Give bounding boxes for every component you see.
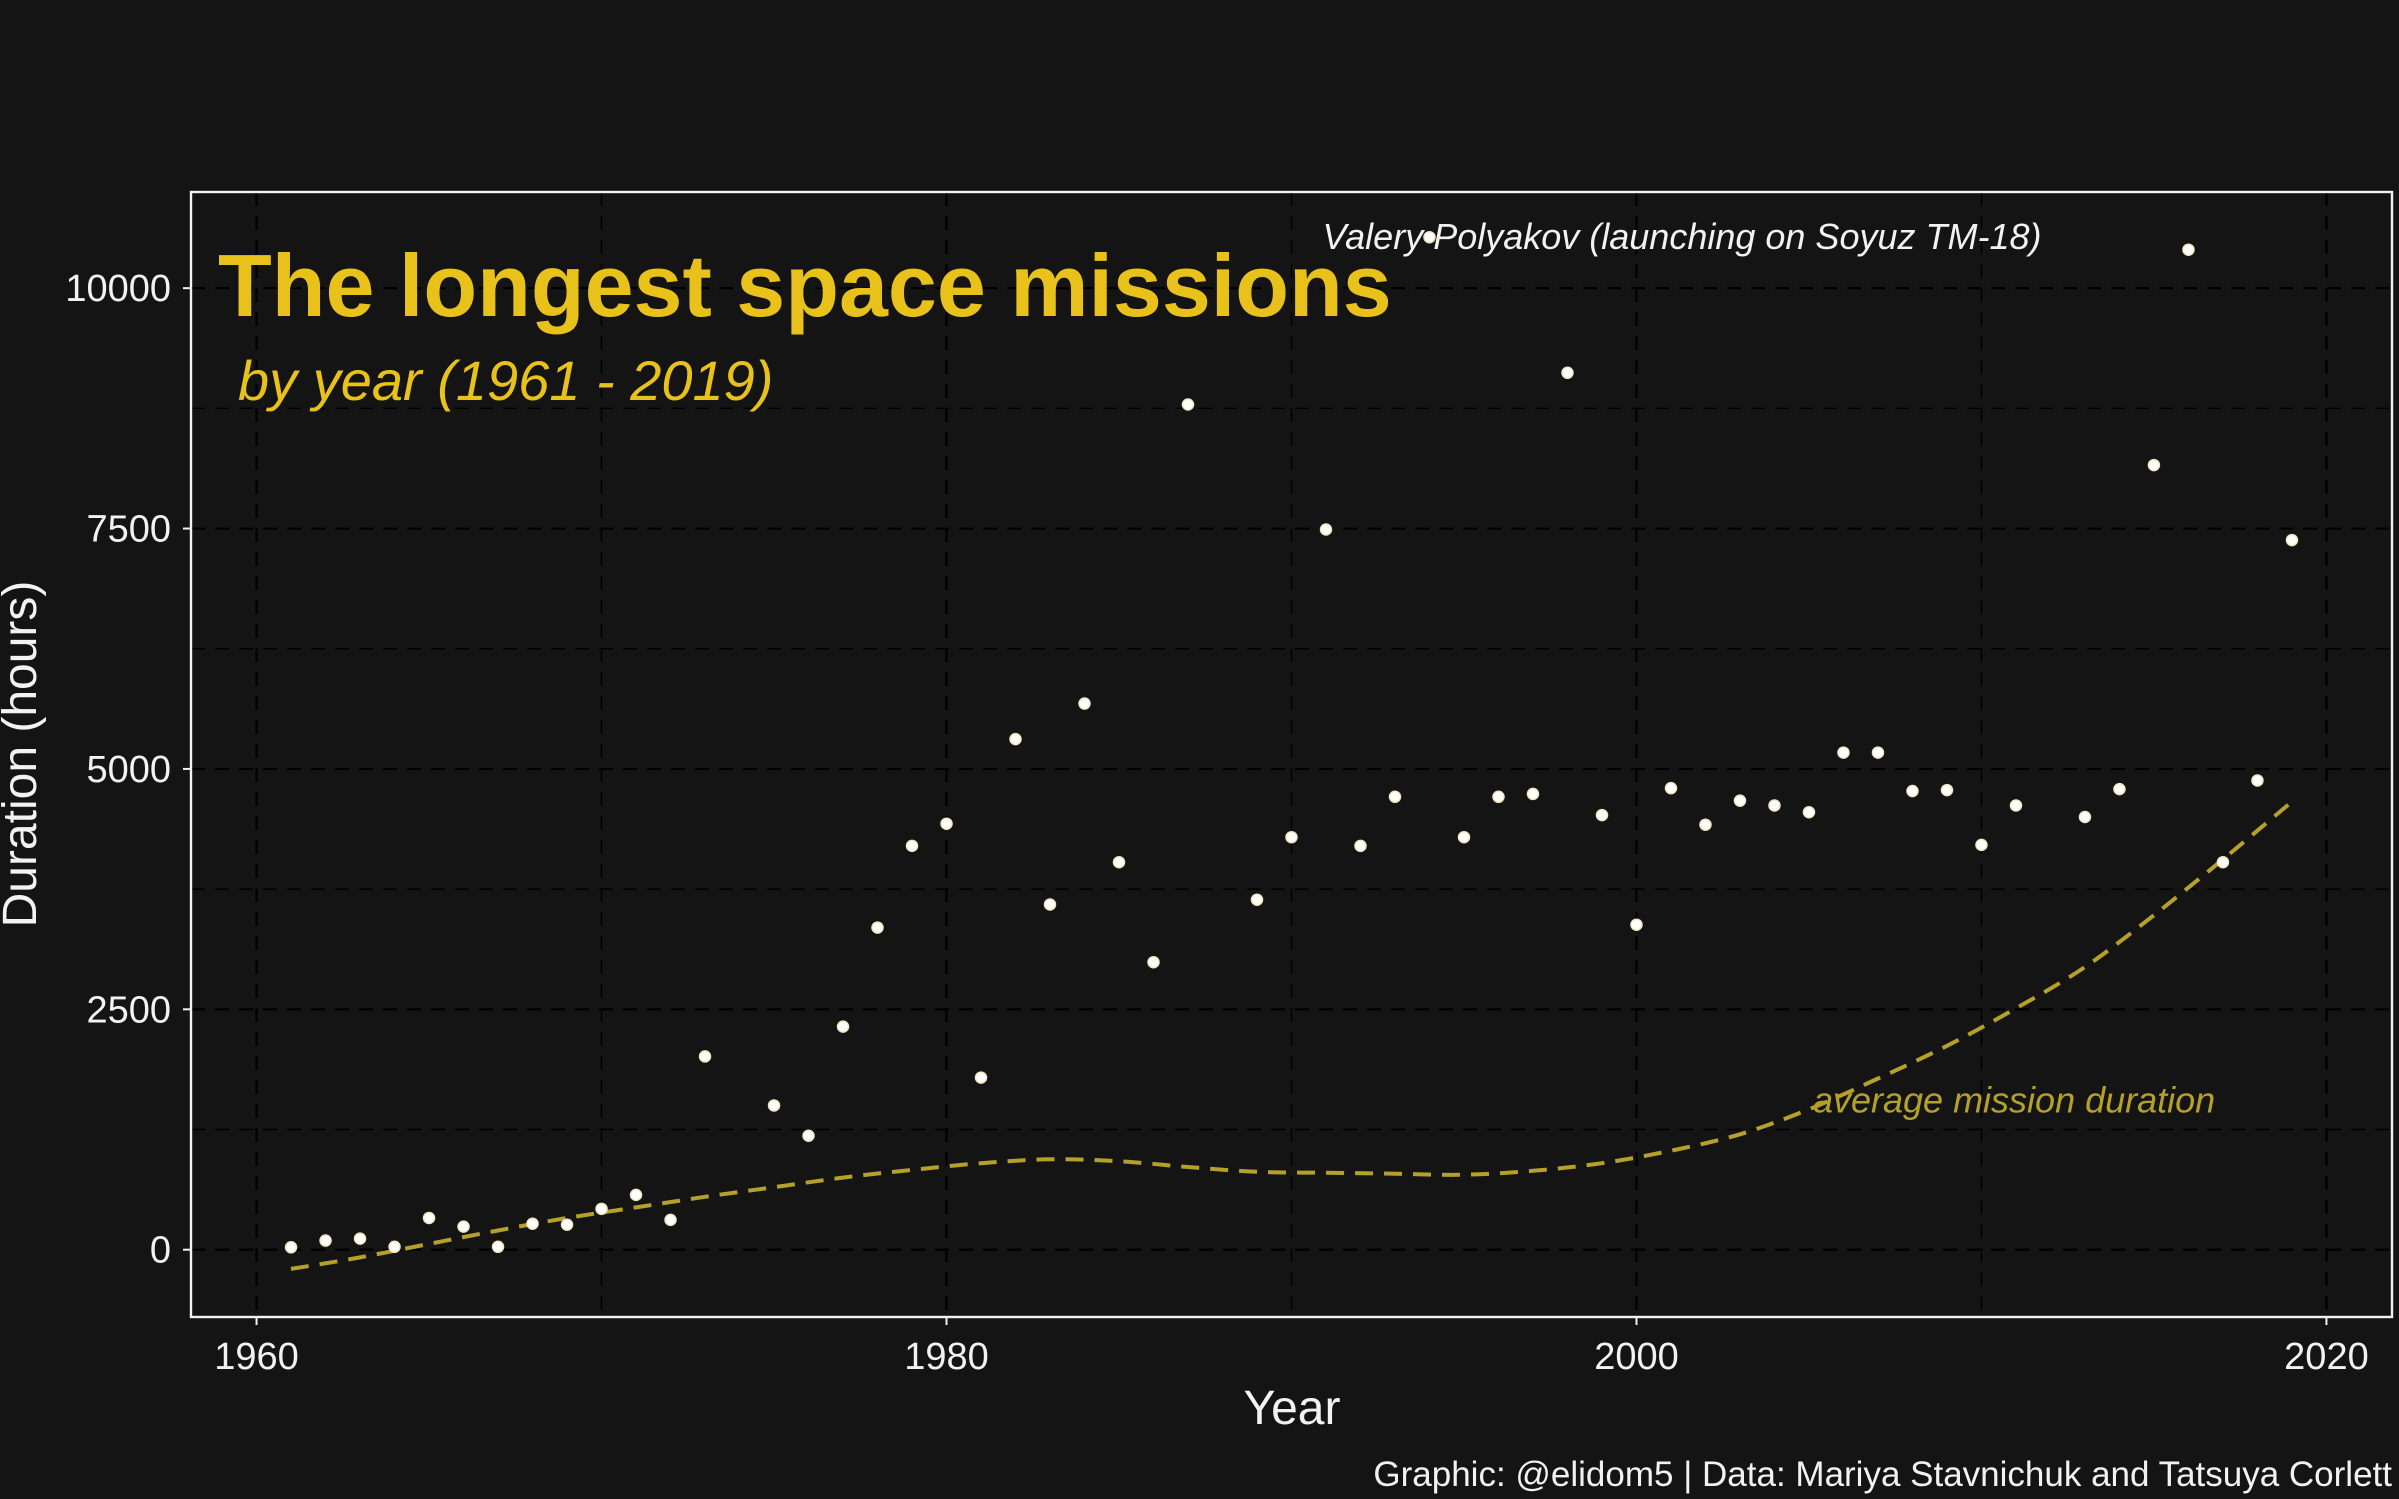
data-point [1526,787,1540,801]
data-point [526,1217,539,1230]
data-point [2285,533,2299,547]
y-tick-label: 2500 [86,989,171,1031]
data-point [1768,799,1781,812]
data-point [940,817,953,830]
trend-line-label: average mission duration [1813,1080,2215,1121]
data-point [1457,830,1471,844]
data-point [1009,732,1022,746]
data-point [1043,898,1057,911]
data-point [664,1213,677,1227]
data-point [2216,855,2230,869]
data-point [1906,784,1919,798]
data-point [629,1188,643,1202]
data-point [491,1240,505,1254]
data-point [2078,810,2092,824]
data-point [319,1234,332,1247]
data-point [1837,746,1850,759]
x-tick-label: 1980 [904,1336,989,1378]
x-axis-title: Year [1244,1382,1341,1435]
data-point [1319,523,1333,536]
data-point [1940,783,1954,797]
grid-lines [191,192,2392,1317]
data-point [1595,808,1609,822]
data-point [1388,790,1402,804]
y-tick-label: 10000 [65,268,171,310]
data-point [1561,366,1574,380]
x-tick-label: 2000 [1594,1336,1679,1378]
x-tick-label: 1960 [214,1336,299,1378]
data-point [1733,794,1747,807]
data-point [1423,230,1436,244]
data-point [1112,855,1126,869]
data-point [698,1050,712,1063]
data-point [353,1232,367,1245]
data-point [1664,781,1678,795]
x-tick-label: 2020 [2284,1336,2369,1378]
data-point [1250,893,1264,906]
y-tick-label: 5000 [86,749,171,791]
data-point [284,1241,298,1254]
y-tick-label: 7500 [86,509,171,551]
data-point [974,1071,988,1084]
y-axis-title: Duration (hours) [0,581,47,928]
y-tick-label: 0 [150,1230,171,1272]
chart-title: The longest space missions [218,236,1392,335]
x-axis-ticks: 1960 1980 2000 2020 [214,1317,2369,1378]
data-point [388,1240,401,1254]
data-point [1871,746,1885,759]
data-point [871,921,884,934]
data-point [2113,782,2126,796]
data-point [1699,818,1712,831]
data-point [1492,790,1505,804]
trend-layer [290,800,2294,1271]
data-point [560,1218,574,1231]
data-point [802,1129,815,1142]
data-point [2009,799,2023,812]
plot-panel-border [189,190,2394,1319]
data-point [457,1220,470,1233]
data-point [1181,398,1195,411]
data-point [2251,774,2264,787]
data-point [2182,243,2195,256]
data-points [284,230,2299,1254]
data-point [595,1202,608,1216]
data-point [905,839,919,853]
data-point [836,1020,850,1033]
data-point [1802,805,1816,819]
data-point [422,1211,436,1225]
data-point [767,1099,781,1112]
chart-caption: Graphic: @elidom5 | Data: Mariya Stavnic… [1373,1455,2392,1494]
data-point [1147,955,1160,969]
chart-subtitle: by year (1961 - 2019) [238,349,773,412]
annotation-polyakov: Valery Polyakov (launching on Soyuz TM-1… [1322,216,2041,257]
y-axis-ticks: 0 2500 5000 7500 10000 [65,268,191,1272]
data-point [2147,458,2161,472]
data-point [1630,918,1643,931]
data-point [1285,830,1298,844]
trend-line-average-duration [290,800,2294,1271]
data-point [1078,697,1091,710]
data-point [1975,838,1988,852]
data-point [1354,839,1367,853]
